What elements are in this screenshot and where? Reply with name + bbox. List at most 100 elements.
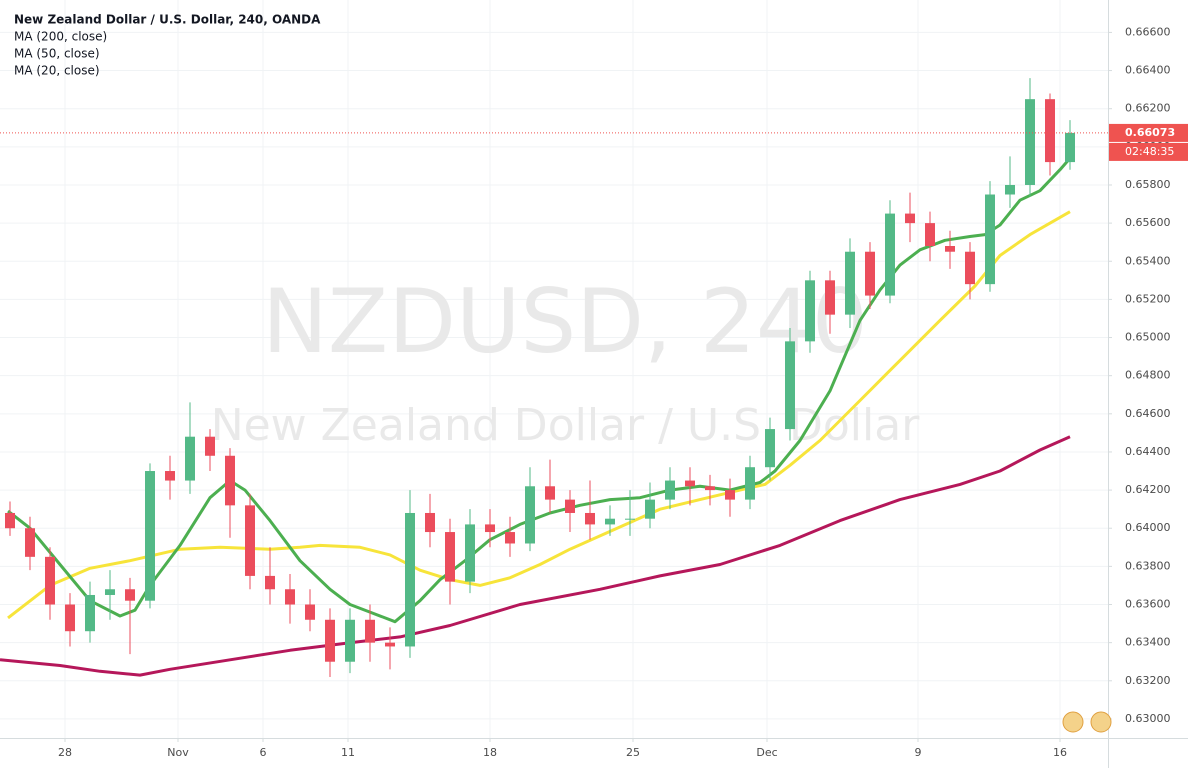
y-tick-label: 0.63800: [1125, 559, 1171, 572]
candle-body: [1025, 99, 1035, 185]
candle-body: [245, 505, 255, 576]
x-tick-label: 28: [58, 746, 72, 759]
candle-body: [545, 486, 555, 500]
y-tick-label: 0.64400: [1125, 445, 1171, 458]
candle-body: [145, 471, 155, 601]
candle-body: [165, 471, 175, 481]
candle-body: [385, 642, 395, 647]
candle-body: [885, 213, 895, 296]
x-tick-label: 18: [483, 746, 497, 759]
legend-entry: MA (20, close): [14, 64, 100, 78]
candle-body: [825, 280, 835, 315]
candle-body: [65, 604, 75, 632]
x-tick-label: Dec: [756, 746, 777, 759]
candle-body: [1005, 184, 1015, 195]
chart-title: New Zealand Dollar / U.S. Dollar, 240, O…: [14, 13, 321, 27]
candle-body: [5, 512, 15, 529]
x-tick-label: 9: [915, 746, 922, 759]
candle-body: [465, 524, 475, 582]
candle-body: [205, 436, 215, 456]
candle-body: [225, 455, 235, 506]
candle-body: [705, 486, 715, 491]
candle-body: [325, 619, 335, 662]
y-tick-label: 0.66600: [1125, 25, 1171, 38]
candle-body: [365, 619, 375, 643]
y-tick-label: 0.65200: [1125, 292, 1171, 305]
candle-body: [45, 556, 55, 605]
y-tick-label: 0.66200: [1125, 102, 1171, 115]
candle-body: [425, 512, 435, 533]
legend: MA (200, close) MA (50, close) MA (20, clo…: [14, 30, 107, 78]
candle-body: [765, 429, 775, 468]
flag-icons: [1062, 711, 1112, 733]
candle-body: [805, 280, 815, 342]
candle-body: [865, 251, 875, 296]
candle-body: [185, 436, 195, 481]
candle-body: [125, 589, 135, 601]
candle-body: [345, 619, 355, 662]
y-tick-label: 0.63600: [1125, 598, 1171, 611]
candle-body: [405, 512, 415, 647]
y-tick-label: 0.64600: [1125, 407, 1171, 420]
candle-body: [525, 486, 535, 544]
y-tick-label: 0.65000: [1125, 331, 1171, 344]
candle-body: [565, 499, 575, 513]
flag-icon: [1090, 711, 1112, 733]
candle-body: [505, 532, 515, 544]
x-tick-label: Nov: [167, 746, 189, 759]
y-tick-label: 0.65400: [1125, 254, 1171, 267]
candle-body: [685, 480, 695, 487]
candle-body: [985, 194, 995, 285]
last-price-box: [1109, 123, 1188, 142]
ma-line: [7, 210, 1071, 620]
ma-line: [0, 435, 1071, 677]
candle-body: [445, 532, 455, 582]
candle-body: [585, 512, 595, 525]
candle-body: [85, 594, 95, 632]
x-tick-label: 6: [260, 746, 267, 759]
axes: 0.63000 0.63200 0.63400 0.63600 0.63800 0.640…: [58, 25, 1188, 759]
candle-body: [845, 251, 855, 315]
candle-body: [945, 246, 955, 252]
legend-entry: MA (50, close): [14, 47, 100, 61]
candle-body: [725, 490, 735, 500]
y-tick-label: 0.63200: [1125, 674, 1171, 687]
x-tick-label: 16: [1053, 746, 1067, 759]
candle-body: [1045, 99, 1055, 163]
candle-body: [645, 499, 655, 519]
candle-body: [1065, 132, 1075, 163]
candle-body: [785, 341, 795, 430]
legend-entry: MA (200, close): [14, 30, 107, 44]
candle-body: [965, 251, 975, 285]
x-tick-label: 25: [626, 746, 640, 759]
y-tick-label: 0.63000: [1125, 712, 1171, 725]
ma-line: [7, 157, 1072, 624]
candle-body: [485, 524, 495, 533]
countdown-label: 02:48:35: [1125, 145, 1174, 158]
candle-body: [105, 589, 115, 595]
y-tick-label: 0.65800: [1125, 178, 1171, 191]
candle-body: [905, 213, 915, 224]
candle-body: [25, 528, 35, 557]
candle-body: [665, 480, 675, 500]
x-tick-label: 11: [341, 746, 355, 759]
countdown-box: [1109, 142, 1188, 161]
last-price-label: 0.66073: [1125, 126, 1175, 139]
y-tick-label: 0.66400: [1125, 64, 1171, 77]
candle-body: [285, 589, 295, 605]
y-tick-label: 0.64800: [1125, 369, 1171, 382]
candle-body: [265, 575, 275, 590]
candle-body: [925, 223, 935, 246]
watermark: NZDUSD, 240: [262, 270, 868, 373]
plot-area: [0, 78, 1108, 677]
candle-body: [745, 467, 755, 500]
watermark-subtitle: New Zealand Dollar / U.S. Dollar: [211, 400, 921, 451]
candle-body: [605, 518, 615, 525]
y-tick-label: 0.65600: [1125, 216, 1171, 229]
candle-body: [625, 518, 635, 520]
flag-icon: [1062, 711, 1084, 733]
y-tick-label: 0.63400: [1125, 636, 1171, 649]
candle-body: [305, 604, 315, 620]
